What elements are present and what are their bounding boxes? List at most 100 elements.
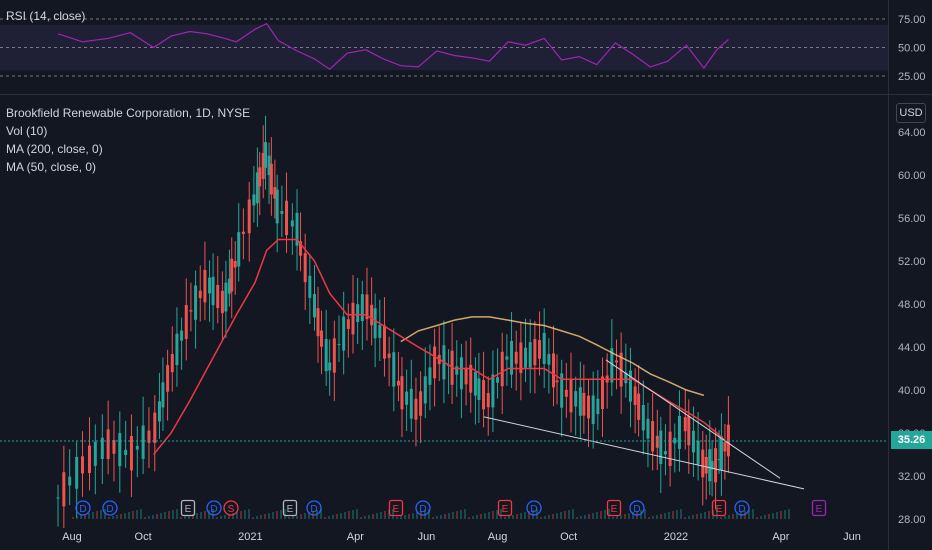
candle-body (387, 353, 391, 358)
currency-button[interactable]: USD (896, 103, 926, 123)
candle-body (423, 376, 427, 404)
event-marker-label: E (611, 504, 618, 515)
candle-body (655, 435, 659, 448)
volume-bar (100, 510, 102, 519)
event-marker-label: D (530, 504, 537, 515)
price-tick-label: 56.00 (898, 213, 926, 225)
candle-body (542, 332, 546, 364)
volume-bar (152, 515, 154, 519)
candle-body (275, 189, 279, 224)
volume-bar (96, 511, 98, 519)
candle-body (264, 142, 268, 168)
candle-body (538, 340, 542, 359)
volume-bar (628, 513, 630, 519)
candle-body (614, 360, 618, 363)
volume-bar (84, 514, 86, 519)
volume-bar (184, 516, 186, 519)
date-tick-label: Aug (488, 531, 508, 543)
volume-bar (556, 513, 558, 519)
volume-bar (172, 510, 174, 519)
candle-body (365, 294, 369, 320)
event-marker-label: D (210, 504, 217, 515)
candle-body (624, 372, 628, 384)
candle-body (56, 497, 60, 499)
earnings-marker (606, 499, 622, 517)
volume-bar (376, 513, 378, 519)
candle-body (346, 319, 350, 329)
candle-body (459, 357, 463, 390)
candle-body (203, 270, 207, 303)
event-marker-label: E (716, 504, 723, 515)
dividend-marker (75, 500, 91, 516)
candle-body (405, 391, 409, 405)
volume-bar (516, 514, 518, 519)
candle-body (473, 371, 477, 396)
candle-body (510, 340, 514, 375)
candle-body (180, 330, 184, 341)
event-marker-label: E (287, 504, 294, 515)
candle-body (290, 220, 294, 227)
candle-body (227, 278, 231, 294)
candle-body (464, 367, 468, 385)
candle-body (280, 211, 284, 214)
event-marker-label: D (633, 504, 640, 515)
event-marker-label: D (419, 504, 426, 515)
volume-bar (368, 515, 370, 519)
candle-body (505, 356, 509, 360)
price-tick-label: 48.00 (898, 299, 926, 311)
volume-bar (448, 513, 450, 519)
volume-bar (364, 516, 366, 519)
volume-bar (604, 510, 606, 519)
wedge-lower-line (483, 416, 805, 490)
volume-bar (220, 516, 222, 519)
candle-body (659, 430, 663, 465)
volume-bar (208, 510, 210, 519)
event-marker-label: D (106, 504, 113, 515)
dividend-marker (102, 500, 118, 516)
candle-body (555, 380, 559, 383)
date-tick-label: Apr (772, 531, 789, 543)
candle-body (533, 338, 537, 366)
candle-body (80, 456, 84, 474)
volume-bar (440, 515, 442, 519)
candle-body (723, 442, 727, 452)
volume-bar (760, 516, 762, 519)
candle-body (230, 258, 234, 292)
earnings-marker (388, 499, 404, 517)
volume-bar (580, 516, 582, 519)
candle-body (714, 448, 718, 483)
volume-bar (264, 514, 266, 519)
volume-bar (596, 512, 598, 519)
candle-body (273, 187, 277, 199)
volume-bar (268, 513, 270, 519)
volume-bar (400, 516, 402, 519)
volume-bar (560, 512, 562, 519)
candle-body (628, 370, 632, 402)
volume-bar (660, 514, 662, 519)
candle-body (170, 353, 174, 373)
candle-body (370, 304, 374, 326)
dividend-marker (526, 500, 542, 516)
volume-bar (200, 512, 202, 519)
candle-body (496, 377, 500, 383)
volume-bar (484, 513, 486, 519)
candle-body (184, 305, 188, 339)
candle-body (93, 441, 97, 466)
price-tick-label: 32.00 (898, 471, 926, 483)
volume-bar (584, 515, 586, 519)
candle-body (303, 253, 307, 283)
event-marker-label: D (79, 504, 86, 515)
volume-bar (780, 511, 782, 519)
date-tick-label: Oct (135, 531, 152, 543)
candle-body (157, 401, 161, 422)
candle-body (267, 155, 271, 176)
candle-body (500, 351, 504, 387)
volume-bar (116, 515, 118, 519)
candle-body (194, 285, 198, 320)
volume-bar (228, 514, 230, 519)
volume-bar (292, 516, 294, 519)
volume-bar (372, 514, 374, 519)
volume-bar (216, 517, 218, 519)
volume-bar (80, 515, 82, 519)
